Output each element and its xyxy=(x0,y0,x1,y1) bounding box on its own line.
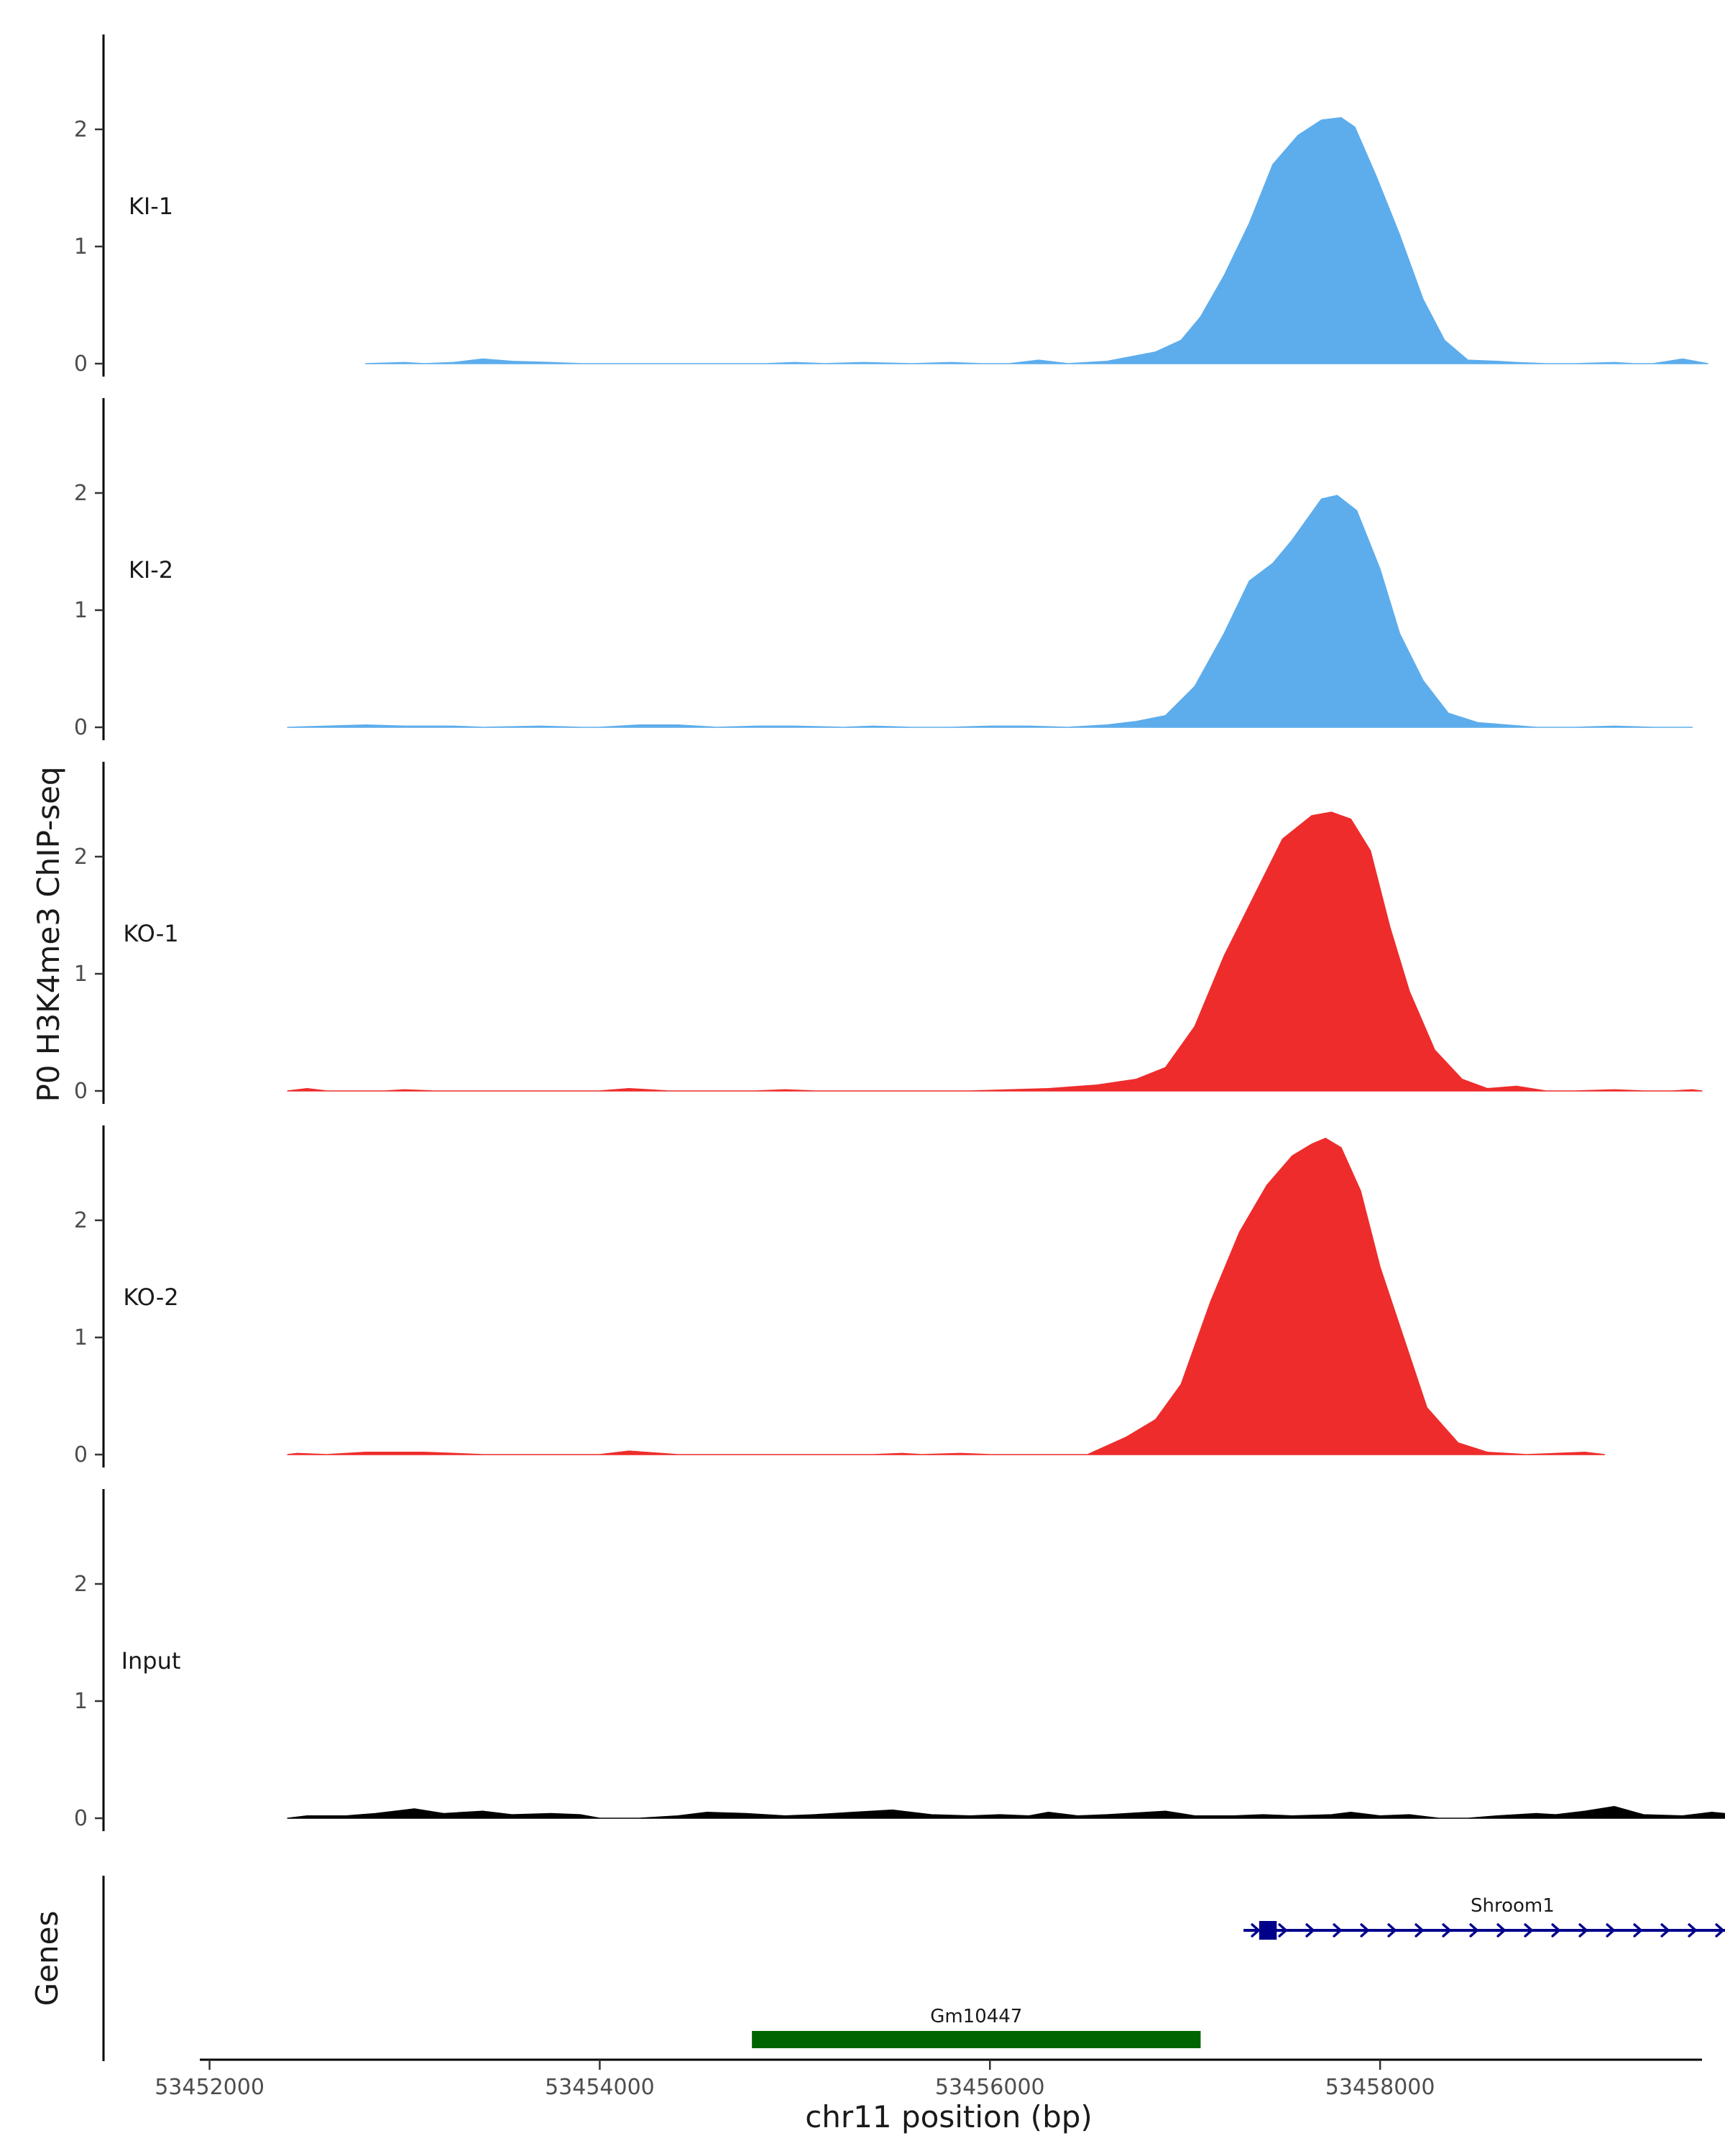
y-tick-label: 2 xyxy=(74,844,88,870)
signal-area xyxy=(287,494,1693,728)
y-tick-label: 1 xyxy=(74,962,88,987)
gene-body xyxy=(752,2031,1201,2048)
gene-label: Gm10447 xyxy=(930,2006,1022,2027)
y-tick-label: 2 xyxy=(74,481,88,506)
tracks-layer: 0 1 2 KI-1 0 1 2 KI-2 0 1 2 KO-1 0 1 2 KO-2 0 1 2 Input xyxy=(74,34,1725,1831)
y-tick-label: 0 xyxy=(74,715,88,740)
track-ki-2: 0 1 2 KI-2 xyxy=(74,398,1693,740)
y-tick-label: 1 xyxy=(74,598,88,623)
strand-chevron xyxy=(1633,1923,1642,1938)
strand-chevron xyxy=(1305,1923,1315,1938)
x-tick-label: 53452000 xyxy=(155,2075,264,2100)
track-ko-1: 0 1 2 KO-1 xyxy=(74,762,1703,1104)
y-tick-label: 1 xyxy=(74,1689,88,1714)
track-label: KI-2 xyxy=(129,556,173,584)
signal-area xyxy=(287,811,1703,1092)
y-tick-label: 2 xyxy=(74,1208,88,1233)
genes-axis-title: Genes xyxy=(29,1911,65,2007)
gene-shroom1: Shroom1 xyxy=(1243,1895,1725,1940)
track-ki-1: 0 1 2 KI-1 xyxy=(74,34,1708,377)
track-label: KO-2 xyxy=(123,1284,178,1311)
strand-chevron xyxy=(1469,1923,1478,1938)
strand-chevron xyxy=(1360,1923,1369,1938)
y-tick-label: 2 xyxy=(74,1572,88,1597)
y-tick-label: 0 xyxy=(74,351,88,377)
strand-chevron xyxy=(1414,1923,1424,1938)
strand-chevron xyxy=(1496,1923,1506,1938)
y-tick-label: 0 xyxy=(74,1442,88,1468)
y-tick-label: 0 xyxy=(74,1806,88,1831)
track-ko-2: 0 1 2 KO-2 xyxy=(74,1125,1606,1468)
strand-chevron xyxy=(1251,1923,1260,1938)
signal-area xyxy=(364,116,1708,364)
x-axis: 53452000 53454000 53456000 53458000 xyxy=(155,2058,1702,2100)
track-label: KI-1 xyxy=(129,193,173,220)
x-axis-title: chr11 position (bp) xyxy=(805,2099,1092,2134)
x-tick-label: 53454000 xyxy=(545,2075,655,2100)
strand-chevron xyxy=(1715,1923,1724,1938)
strand-chevron xyxy=(1387,1923,1397,1938)
gene-gm10447: Gm10447 xyxy=(752,2006,1201,2048)
strand-chevron xyxy=(1578,1923,1588,1938)
strand-chevron xyxy=(1442,1923,1451,1938)
strand-chevron xyxy=(1524,1923,1533,1938)
strand-chevron xyxy=(1333,1923,1342,1938)
y-tick-label: 1 xyxy=(74,234,88,259)
y-axis-title: P0 H3K4me3 ChIP-seq xyxy=(31,766,66,1102)
strand-chevron xyxy=(1551,1923,1560,1938)
strand-chevron xyxy=(1660,1923,1670,1938)
track-label: KO-1 xyxy=(123,920,178,947)
gene-label: Shroom1 xyxy=(1471,1895,1555,1917)
genes-panel: Shroom1 Gm10447 xyxy=(102,1876,1725,2061)
track-input: 0 1 2 Input xyxy=(74,1489,1725,1831)
y-tick-label: 1 xyxy=(74,1325,88,1350)
x-tick-label: 53456000 xyxy=(935,2075,1045,2100)
strand-chevron xyxy=(1606,1923,1615,1938)
strand-chevron xyxy=(1688,1923,1697,1938)
track-label: Input xyxy=(121,1647,181,1674)
signal-area xyxy=(287,1805,1725,1819)
strand-chevron xyxy=(1278,1923,1287,1938)
exon-block xyxy=(1259,1921,1277,1940)
signal-area xyxy=(287,1138,1606,1455)
x-tick-label: 53458000 xyxy=(1325,2075,1435,2100)
y-tick-label: 2 xyxy=(74,117,88,142)
y-tick-label: 0 xyxy=(74,1079,88,1104)
